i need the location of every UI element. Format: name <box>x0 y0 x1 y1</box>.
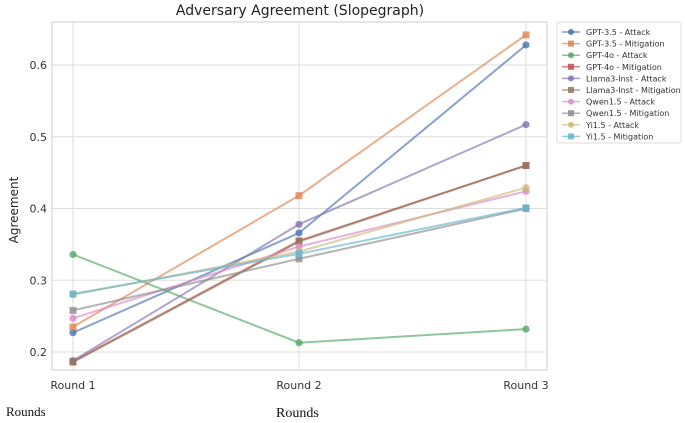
data-point <box>522 184 530 192</box>
chart-title: Adversary Agreement (Slopegraph) <box>176 3 424 19</box>
legend-marker <box>568 52 574 59</box>
series-5 <box>69 162 530 366</box>
legend-label: Yi1.5 - Attack <box>585 121 639 130</box>
legend-entry: Llama3-Inst - Mitigation <box>562 86 681 95</box>
legend-label: Llama3-Inst - Mitigation <box>586 86 681 95</box>
legend-marker <box>568 87 574 93</box>
legend-entry: GPT-4o - Mitigation <box>562 63 662 72</box>
legend-entry: GPT-4o - Attack <box>562 51 648 60</box>
data-point <box>522 121 530 129</box>
series-0 <box>69 41 530 337</box>
data-point <box>295 220 303 228</box>
data-point <box>522 325 530 333</box>
y-axis-ticks: 0.2 0.3 0.4 0.5 0.6 <box>30 59 48 359</box>
x-tick-label: Round 1 <box>50 379 95 392</box>
caption-center: Rounds <box>276 406 319 421</box>
legend-entry: Llama3-Inst - Attack <box>562 74 667 83</box>
y-tick-label: 0.5 <box>30 131 48 144</box>
legend-entry: GPT-3.5 - Mitigation <box>562 40 665 49</box>
y-tick-label: 0.6 <box>30 59 48 72</box>
legend: GPT-3.5 - Attack GPT-3.5 - Mitigation GPT-… <box>556 21 682 144</box>
legend-label: GPT-3.5 - Attack <box>586 28 651 37</box>
legend-label: GPT-4o - Attack <box>586 51 648 60</box>
data-point <box>69 323 77 331</box>
legend-marker <box>568 40 574 47</box>
data-point <box>295 339 303 347</box>
data-point <box>295 192 303 200</box>
legend-label: GPT-3.5 - Mitigation <box>586 40 665 49</box>
legend-marker <box>568 98 574 105</box>
data-point <box>295 229 303 237</box>
legend-label: Qwen1.5 - Mitigation <box>586 109 669 118</box>
legend-entry: Qwen1.5 - Mitigation <box>562 109 669 118</box>
data-point <box>69 314 77 322</box>
legend-label: Yi1.5 - Mitigation <box>585 132 653 141</box>
legend-marker <box>568 75 574 82</box>
legend-label: Qwen1.5 - Attack <box>586 98 655 107</box>
data-point <box>295 250 303 258</box>
legend-entry: GPT-3.5 - Attack <box>562 28 651 37</box>
series-9 <box>69 204 530 298</box>
legend-label: Llama3-Inst - Attack <box>586 74 667 83</box>
data-point <box>295 238 303 246</box>
data-point <box>522 162 530 170</box>
x-axis-ticks: Round 1 Round 2 Round 3 <box>50 379 548 392</box>
data-point <box>69 358 77 366</box>
data-point <box>522 41 530 49</box>
legend-marker <box>568 133 574 140</box>
legend-box <box>556 21 682 144</box>
y-tick-label: 0.3 <box>30 274 48 287</box>
data-point <box>69 250 77 259</box>
legend-label: GPT-4o - Mitigation <box>586 63 662 72</box>
legend-entry: Yi1.5 - Mitigation <box>562 132 653 141</box>
data-point <box>69 306 77 314</box>
y-axis-label: Agreement <box>7 176 21 243</box>
legend-marker <box>568 121 574 128</box>
y-tick-label: 0.2 <box>30 346 48 359</box>
x-tick-label: Round 3 <box>503 379 548 392</box>
grid-lines <box>52 22 547 370</box>
legend-marker <box>568 110 574 117</box>
y-tick-label: 0.4 <box>30 203 48 216</box>
x-tick-label: Round 2 <box>276 379 321 392</box>
legend-marker <box>568 29 574 35</box>
series-group <box>69 31 530 366</box>
data-point <box>522 204 530 212</box>
data-point <box>295 242 303 251</box>
legend-entry: Qwen1.5 - Attack <box>562 98 655 107</box>
data-point <box>69 329 77 337</box>
legend-marker <box>568 63 574 70</box>
caption-left: Rounds <box>6 404 46 419</box>
data-point <box>69 290 77 298</box>
data-point <box>295 255 303 263</box>
legend-entry: Yi1.5 - Attack <box>562 121 639 130</box>
series-2 <box>69 250 530 347</box>
data-point <box>522 31 530 39</box>
